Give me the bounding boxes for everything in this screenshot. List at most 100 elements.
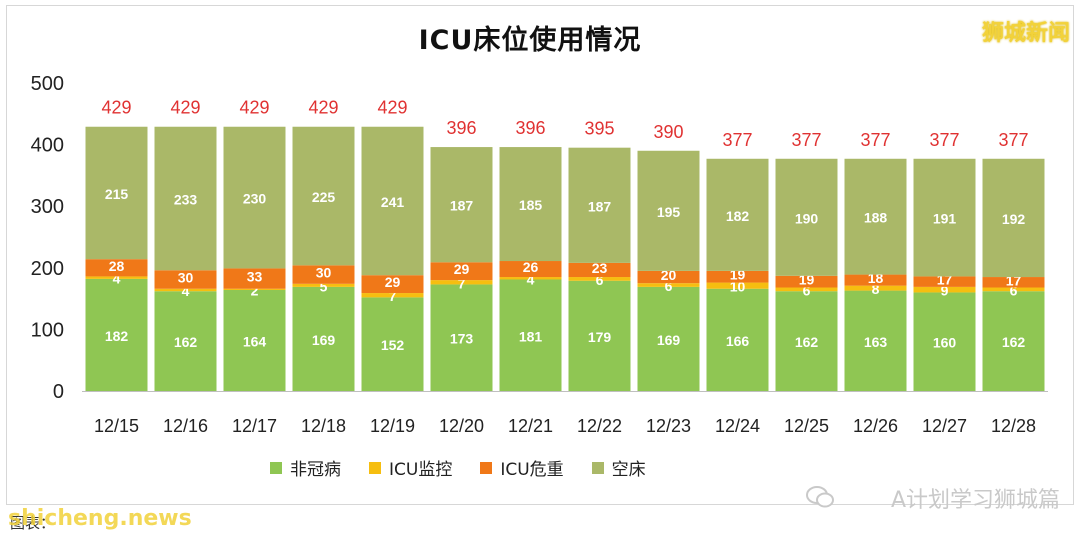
bar-value-label: 152	[381, 337, 405, 353]
bar-value-label: 162	[1002, 334, 1026, 350]
bar-segment	[499, 261, 562, 278]
x-tick-label: 12/17	[232, 416, 277, 436]
bar-segment	[154, 291, 217, 391]
legend-item-empty-bed: 空床	[591, 455, 646, 480]
y-tick-label: 200	[31, 258, 64, 280]
bar-value-label: 4	[527, 271, 535, 287]
bar-total-label: 377	[998, 130, 1028, 150]
bar-segment	[913, 292, 976, 391]
bar-value-label: 173	[450, 331, 474, 347]
bar-value-label: 26	[523, 259, 539, 275]
bar-value-label: 7	[389, 288, 397, 304]
bar-value-label: 163	[864, 334, 888, 350]
bar-value-label: 6	[1010, 282, 1018, 298]
y-tick-label: 100	[31, 319, 64, 341]
x-tick-label: 12/16	[163, 416, 208, 436]
bar-segment	[568, 277, 631, 281]
bar-segment	[844, 158, 907, 275]
bar-segment	[85, 126, 148, 260]
bar-value-label: 162	[795, 334, 819, 350]
legend-label-icu-monitor: ICU监控	[389, 460, 453, 480]
legend-swatch-non-covid	[270, 461, 282, 474]
bar-value-label: 182	[726, 208, 750, 224]
bar-segment	[775, 158, 838, 276]
bar-segment	[706, 282, 769, 289]
bar-segment	[361, 297, 424, 391]
x-tick-label: 12/23	[646, 416, 691, 436]
bar-segment	[637, 283, 700, 287]
y-tick-label: 400	[31, 135, 64, 157]
bar-value-label: 241	[381, 194, 405, 210]
bar-segment	[223, 288, 286, 290]
bar-value-label: 20	[661, 267, 677, 283]
bar-segment	[223, 268, 286, 289]
bar-total-label: 429	[308, 98, 338, 118]
bar-value-label: 10	[730, 279, 746, 295]
legend-swatch-icu-critical	[480, 461, 493, 474]
bar-segment	[292, 283, 355, 287]
bar-value-label: 6	[665, 278, 673, 294]
bar-segment	[775, 275, 838, 288]
x-tick-label: 12/21	[508, 416, 553, 436]
bar-segment	[982, 291, 1045, 391]
bar-value-label: 215	[105, 186, 129, 202]
bar-value-label: 187	[588, 198, 612, 214]
x-tick-label: 12/24	[715, 416, 760, 436]
bar-value-label: 9	[941, 283, 949, 299]
x-tick-label: 12/22	[577, 416, 622, 436]
bar-segment	[292, 265, 355, 284]
bar-segment	[982, 277, 1045, 288]
bar-value-label: 30	[178, 270, 194, 286]
bar-value-label: 4	[182, 283, 190, 299]
bar-value-label: 6	[596, 272, 604, 288]
bar-segment	[223, 126, 286, 269]
watermark-account: A计划学习狮城篇	[890, 488, 1060, 513]
bar-segment	[430, 147, 493, 263]
bar-segment	[361, 293, 424, 298]
x-tick-label: 12/28	[991, 416, 1036, 436]
bar-segment	[85, 259, 148, 277]
bar-value-label: 169	[657, 332, 681, 348]
bar-segment	[844, 285, 907, 291]
bar-segment	[775, 287, 838, 292]
bar-segment	[568, 280, 631, 391]
x-tick-label: 12/19	[370, 416, 415, 436]
bar-segment	[844, 274, 907, 286]
x-tick-label: 12/20	[439, 416, 484, 436]
bar-value-label: 4	[113, 271, 121, 287]
x-tick-label: 12/25	[784, 416, 829, 436]
bar-value-label: 166	[726, 333, 750, 349]
bar-value-label: 179	[588, 329, 612, 345]
bar-segment	[430, 280, 493, 285]
bar-value-label: 182	[105, 328, 129, 344]
bar-value-label: 30	[316, 265, 332, 281]
watermark-site: shicheng.news	[8, 506, 192, 531]
source-label: 图表：	[10, 514, 56, 532]
bar-segment	[844, 290, 907, 391]
bar-total-label: 377	[860, 130, 890, 150]
bar-value-label: 5	[320, 278, 328, 294]
bar-segment	[430, 284, 493, 391]
bar-segment	[982, 158, 1045, 278]
bar-total-label: 395	[584, 119, 614, 139]
bar-segment	[223, 289, 286, 391]
bar-value-label: 8	[872, 281, 880, 297]
bar-segment	[292, 286, 355, 391]
bar-segment	[706, 158, 769, 271]
bar-segment	[430, 262, 493, 281]
bar-value-label: 187	[450, 198, 474, 214]
x-tick-label: 12/27	[922, 416, 967, 436]
bar-total-label: 429	[239, 98, 269, 118]
bar-segment	[499, 277, 562, 280]
bar-segment	[706, 288, 769, 391]
bar-value-label: 29	[454, 261, 470, 277]
legend-label-non-covid: 非冠病	[290, 460, 341, 480]
x-tick-label: 12/26	[853, 416, 898, 436]
bar-segment	[775, 291, 838, 391]
bar-segment	[361, 275, 424, 294]
bar-value-label: 23	[592, 260, 608, 276]
wechat-icon	[806, 486, 834, 508]
bar-segment	[85, 276, 148, 279]
bar-value-label: 160	[933, 335, 957, 351]
bar-total-label: 396	[515, 118, 545, 138]
